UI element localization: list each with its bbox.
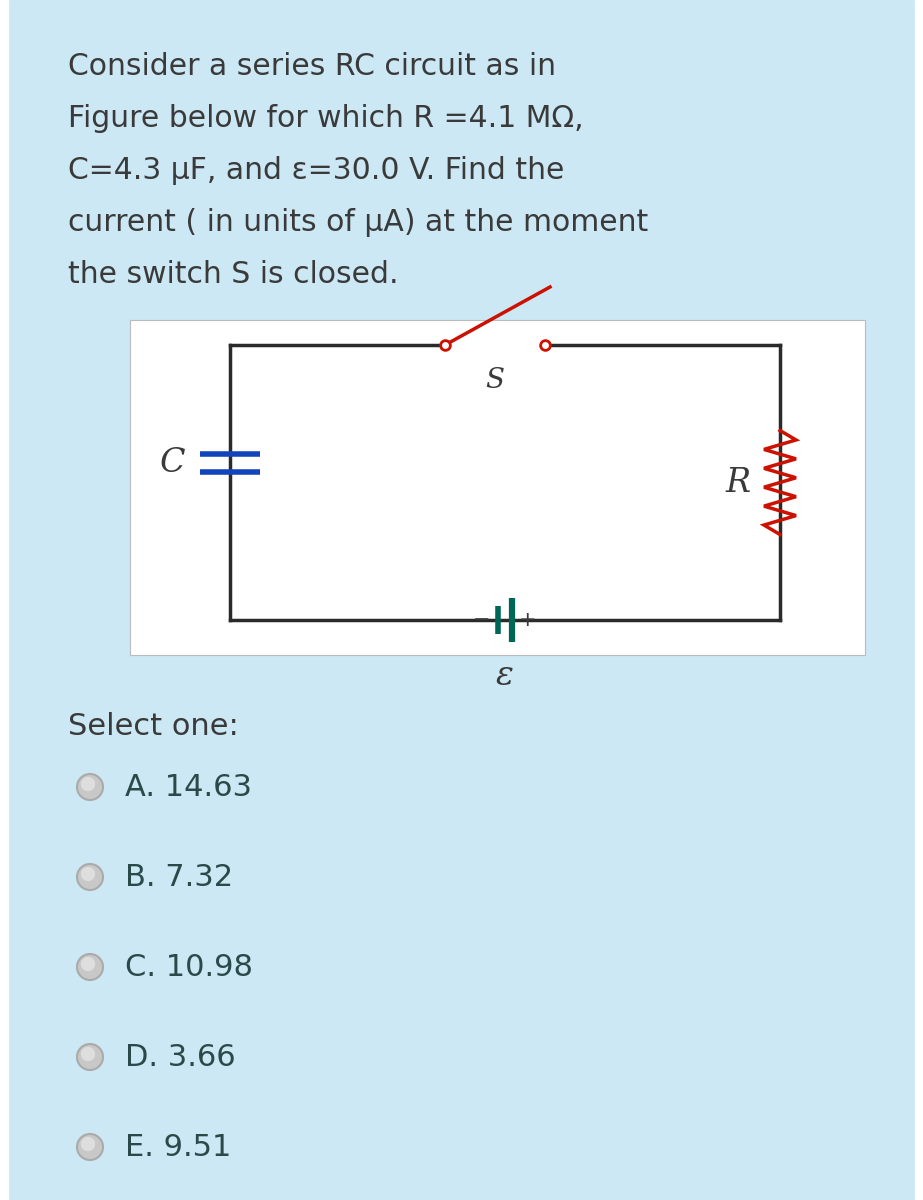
Text: current ( in units of μA) at the moment: current ( in units of μA) at the moment [68, 208, 648, 236]
Text: Consider a series RC circuit as in: Consider a series RC circuit as in [68, 52, 556, 80]
Text: A. 14.63: A. 14.63 [125, 773, 252, 802]
Circle shape [81, 1046, 95, 1061]
Bar [130, 320, 865, 655]
Text: Select one:: Select one: [68, 712, 239, 740]
Text: +: + [519, 610, 537, 630]
Circle shape [77, 864, 103, 890]
Circle shape [81, 956, 95, 971]
Text: D. 3.66: D. 3.66 [125, 1043, 235, 1072]
Text: −: − [473, 610, 491, 630]
Text: C: C [160, 446, 185, 479]
Circle shape [77, 954, 103, 980]
Bar [915, 0, 923, 1200]
Text: B. 7.32: B. 7.32 [125, 863, 234, 892]
Text: C=4.3 μF, and ε=30.0 V. Find the: C=4.3 μF, and ε=30.0 V. Find the [68, 156, 564, 185]
Circle shape [81, 866, 95, 881]
Text: C. 10.98: C. 10.98 [125, 953, 253, 982]
Bar [0, 0, 8, 1200]
Circle shape [81, 1136, 95, 1151]
Text: R: R [725, 467, 750, 498]
Text: E. 9.51: E. 9.51 [125, 1133, 232, 1162]
Circle shape [77, 1134, 103, 1160]
Circle shape [81, 776, 95, 791]
Text: the switch S is closed.: the switch S is closed. [68, 260, 399, 289]
Text: Figure below for which R =4.1 MΩ,: Figure below for which R =4.1 MΩ, [68, 104, 583, 133]
Text: S: S [485, 367, 505, 394]
Circle shape [77, 1044, 103, 1070]
Circle shape [77, 774, 103, 800]
Text: ε: ε [496, 660, 514, 692]
